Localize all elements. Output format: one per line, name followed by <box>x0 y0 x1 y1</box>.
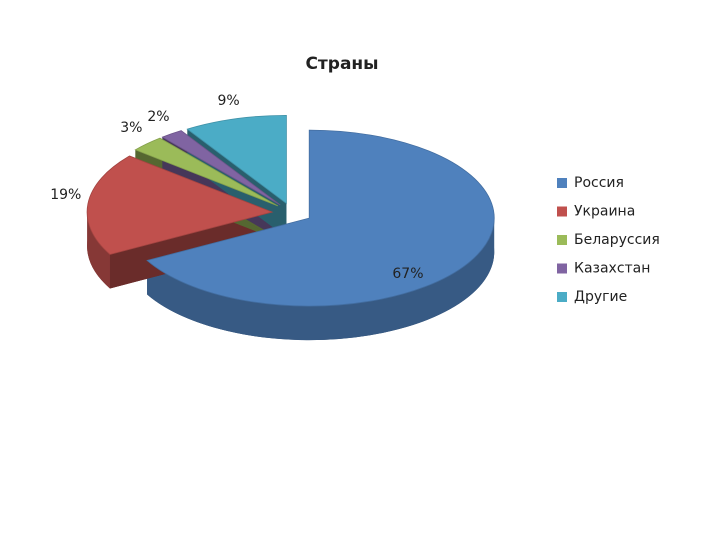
data-label: 2% <box>147 109 169 125</box>
legend-swatch <box>557 235 567 245</box>
pie-slice <box>86 155 274 255</box>
legend-label: Россия <box>574 175 624 191</box>
legend-label: Украина <box>574 204 635 220</box>
legend-label: Казахстан <box>574 261 650 277</box>
legend: Россия Украина Беларуссия Казахстан Другие <box>557 175 660 305</box>
pie-slice <box>186 114 287 205</box>
legend-swatch <box>557 263 567 274</box>
legend-swatch <box>557 292 567 302</box>
legend-swatch <box>557 206 567 217</box>
data-label: 3% <box>120 120 142 136</box>
pie-rim <box>147 218 495 341</box>
pie-rim <box>87 212 110 289</box>
pie-slice <box>146 129 495 307</box>
legend-swatch <box>557 178 567 188</box>
data-label: 67% <box>392 266 423 282</box>
pie-slice <box>161 130 281 206</box>
pie-labels: 67% 19% 3% 2% 9% <box>50 93 423 282</box>
pie-tops <box>86 114 495 307</box>
chart-title: Страны <box>305 54 378 74</box>
data-label: 19% <box>50 187 81 203</box>
data-label: 9% <box>218 93 240 109</box>
legend-label: Беларуссия <box>574 232 660 248</box>
legend-label: Другие <box>574 289 627 305</box>
pie-slice <box>134 137 279 207</box>
